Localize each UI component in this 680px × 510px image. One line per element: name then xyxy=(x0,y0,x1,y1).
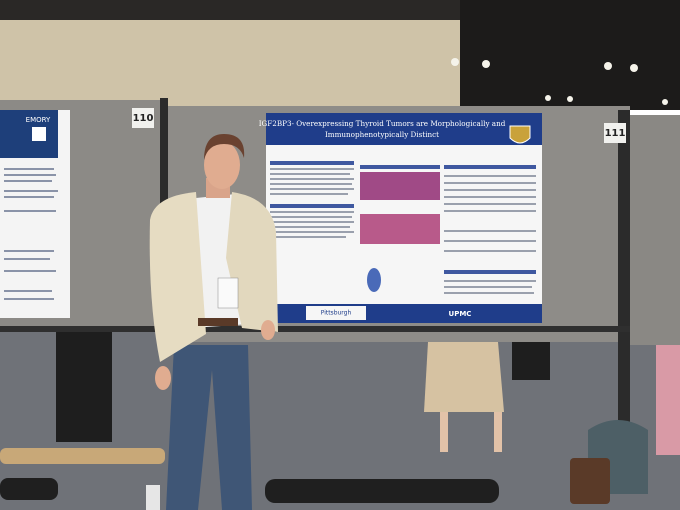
poster-header xyxy=(266,113,542,145)
section-headers xyxy=(270,161,536,274)
booth-sign xyxy=(132,108,154,128)
histology-image xyxy=(360,214,440,244)
histology-image xyxy=(360,172,440,200)
poster-tube xyxy=(0,448,165,464)
booth-sign xyxy=(604,123,626,143)
diagram xyxy=(367,268,381,292)
hand xyxy=(155,366,171,390)
qr-code xyxy=(32,127,46,141)
left-poster-header xyxy=(0,110,58,158)
left-poster-logo: EMORY xyxy=(26,116,51,124)
jacket-left xyxy=(149,192,206,362)
board-right xyxy=(630,115,680,345)
poster-text xyxy=(270,168,536,294)
ceiling-lights xyxy=(451,58,668,105)
person-legs xyxy=(56,332,112,442)
poster-tube xyxy=(0,478,58,500)
hair xyxy=(204,134,245,160)
person-leg xyxy=(494,412,502,452)
footer-logo-box xyxy=(306,306,366,320)
bag xyxy=(570,458,610,504)
person-leg xyxy=(440,412,448,452)
jacket-right xyxy=(226,192,278,332)
cup xyxy=(146,485,160,510)
poster-title: Immunophenotypically Distinct xyxy=(325,130,439,139)
back-wall xyxy=(0,20,460,110)
board-post xyxy=(618,110,630,450)
footer-university: Pittsburgh xyxy=(321,310,352,317)
dark-ceiling xyxy=(460,0,680,110)
face xyxy=(204,141,240,189)
booth-number: 110 xyxy=(133,113,154,124)
poster-title: IGF2BP3- Overexpressing Thyroid Tumors a… xyxy=(259,119,506,128)
hand xyxy=(261,320,275,340)
left-poster-text xyxy=(4,168,58,300)
jeans xyxy=(166,345,252,510)
booth-number: 111 xyxy=(605,128,626,139)
person xyxy=(656,345,680,455)
person xyxy=(512,342,550,380)
crest xyxy=(509,125,531,144)
badge xyxy=(217,277,239,309)
person-skirt xyxy=(424,342,504,412)
poster-tube xyxy=(265,479,499,503)
belt xyxy=(198,318,238,326)
footer-logo: UPMC xyxy=(449,310,472,318)
board-rail xyxy=(0,326,630,332)
